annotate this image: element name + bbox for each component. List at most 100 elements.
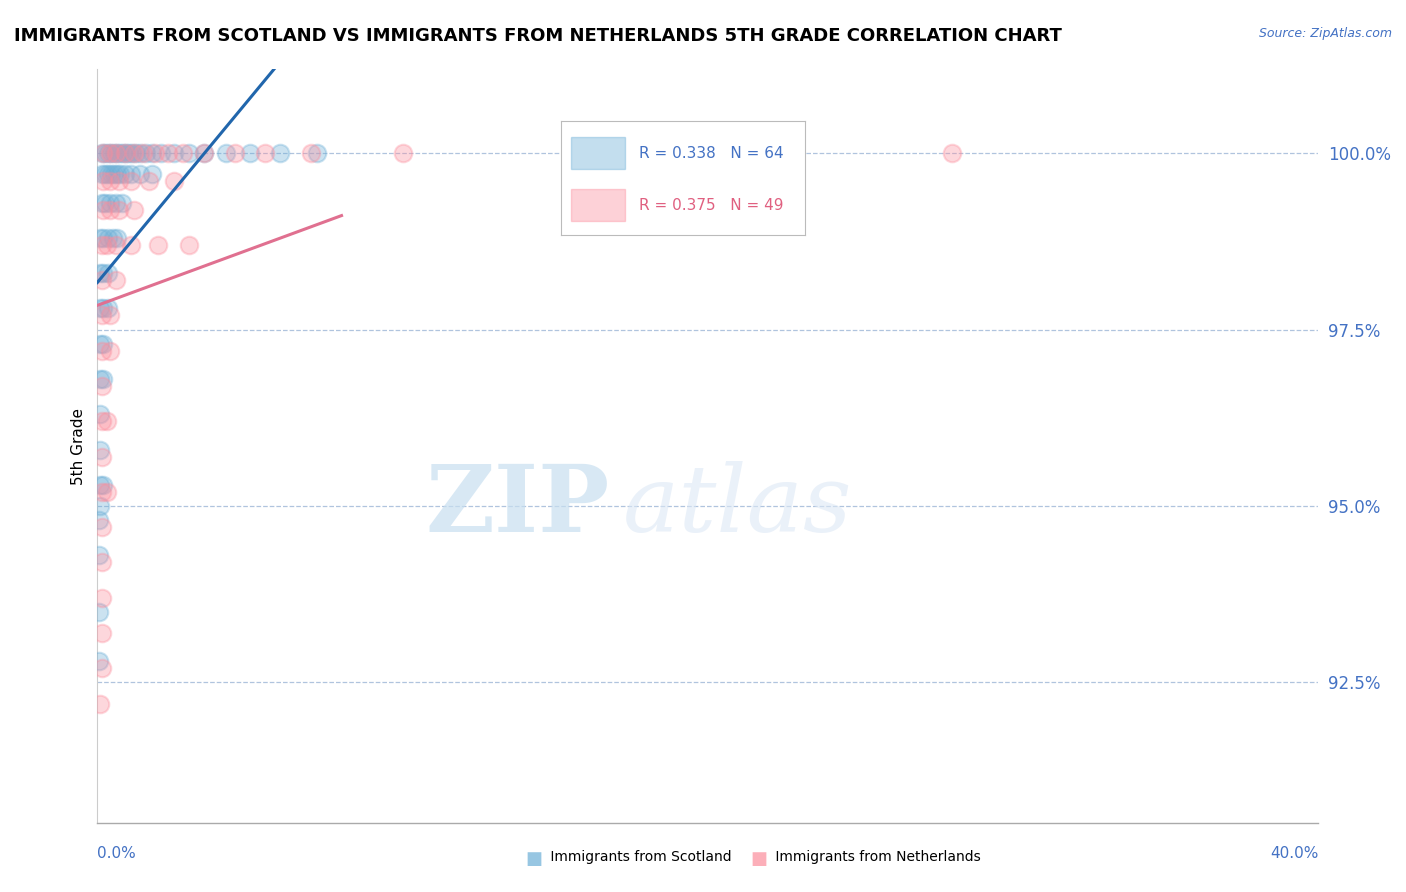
Point [90,379,112,393]
Point [105,146,128,161]
Point [90,520,112,534]
Point [89,231,111,245]
Text: Immigrants from Scotland: Immigrants from Scotland [546,850,731,864]
Text: ■: ■ [524,850,543,868]
Text: IMMIGRANTS FROM SCOTLAND VS IMMIGRANTS FROM NETHERLANDS 5TH GRADE CORRELATION CH: IMMIGRANTS FROM SCOTLAND VS IMMIGRANTS F… [14,27,1062,45]
Point [103,146,125,161]
Point [391,146,413,161]
Point [107,174,129,188]
Point [114,146,136,161]
Point [120,167,142,181]
Point [120,238,142,252]
Point [120,174,142,188]
Point [150,146,173,161]
Point [98,195,121,210]
Point [110,167,132,181]
Point [148,238,170,252]
Point [138,174,160,188]
Point [141,167,163,181]
Point [90,273,112,287]
Point [89,372,111,386]
Point [89,442,111,457]
Point [90,195,112,210]
Text: ■: ■ [749,850,768,868]
Point [98,146,121,161]
Point [98,202,121,217]
Point [98,343,121,358]
Point [299,146,322,161]
Point [89,336,111,351]
Point [90,450,112,464]
Point [224,146,246,161]
Point [269,146,291,161]
Point [104,146,127,161]
Point [100,167,122,181]
Point [141,146,163,161]
Point [163,146,186,161]
Point [111,195,134,210]
Point [163,174,186,188]
Point [101,231,124,245]
Point [104,273,127,287]
Point [97,146,120,161]
Point [105,231,128,245]
Point [121,146,143,161]
Point [93,301,115,316]
Point [97,167,120,181]
Point [177,238,200,252]
Point [93,372,115,386]
Point [143,146,166,161]
Point [89,478,111,492]
Point [104,195,127,210]
Point [98,174,121,188]
Point [90,484,112,499]
Point [112,146,135,161]
Point [89,266,111,280]
Point [90,626,112,640]
Point [122,146,145,161]
Point [96,238,118,252]
Point [307,146,329,161]
Point [93,202,115,217]
Point [87,605,110,619]
Point [90,591,112,605]
Point [96,414,118,428]
Point [214,146,236,161]
Point [114,167,136,181]
Point [90,556,112,570]
Point [97,301,120,316]
Text: Immigrants from Netherlands: Immigrants from Netherlands [770,850,981,864]
Point [89,499,111,513]
Point [115,146,138,161]
Point [93,146,115,161]
Point [93,266,115,280]
Point [90,309,112,323]
Text: 0.0%: 0.0% [97,846,136,861]
Point [132,146,155,161]
Point [90,146,112,161]
Point [103,167,125,181]
Point [89,301,111,316]
Point [239,146,262,161]
Point [98,309,121,323]
Point [90,238,112,252]
Point [94,195,117,210]
Point [87,549,110,563]
Point [87,654,110,668]
Point [93,231,115,245]
Point [177,146,200,161]
Point [100,146,122,161]
Point [118,146,141,161]
Point [110,146,132,161]
Point [90,343,112,358]
Point [104,238,127,252]
Point [94,146,117,161]
Point [93,174,115,188]
Text: ZIP: ZIP [426,461,610,551]
Point [129,167,152,181]
Point [94,167,117,181]
Point [97,266,120,280]
Y-axis label: 5th Grade: 5th Grade [72,408,86,484]
Point [97,231,120,245]
Point [254,146,277,161]
